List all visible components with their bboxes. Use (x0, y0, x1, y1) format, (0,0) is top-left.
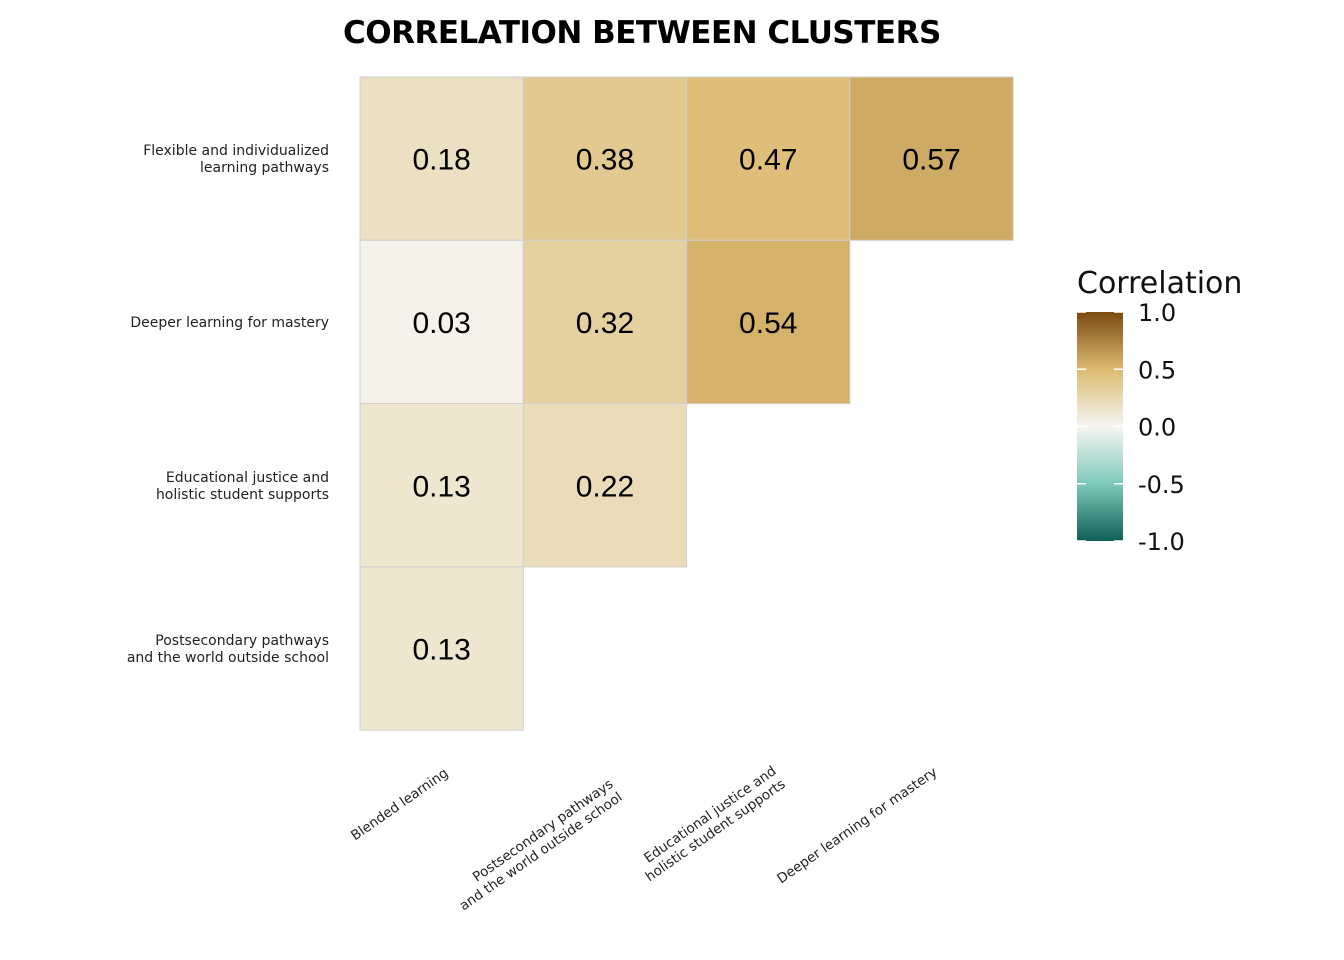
heatmap-cell (522, 239, 688, 405)
x-axis-label: Educational justice andholistic student … (633, 763, 788, 885)
heatmap-cell (522, 76, 688, 241)
x-axis-label: Blended learning (348, 765, 451, 844)
legend-title: Correlation (1077, 266, 1242, 301)
heatmap-cells: 0.18 0.38 0.47 0.57 0.03 0.32 0.54 0.13 0.22 0.13 (359, 76, 1014, 731)
heatmap-cell (359, 76, 524, 241)
svg-text:Blended learning: Blended learning (348, 765, 451, 844)
y-axis-label: Educational justice and holistic student … (156, 470, 329, 503)
svg-text:Deeper learning for mastery: Deeper learning for mastery (774, 764, 940, 887)
cell-value-label: 0.22 (576, 470, 634, 503)
legend-tick-label: -0.5 (1138, 471, 1185, 499)
legend-tick-label: 0.5 (1138, 356, 1176, 384)
cell-value-label: 0.47 (739, 144, 797, 177)
legend: Correlation 1.0 0.5 0.0 -0.5 -1.0 (1077, 266, 1242, 556)
heatmap-cell (359, 239, 524, 405)
x-axis-label: Postsecondary pathwaysand the world outs… (447, 776, 626, 914)
svg-text:Educational justice andholisti: Educational justice andholistic student … (633, 763, 788, 885)
heatmap-cell (686, 76, 851, 241)
cell-value-label: 0.54 (739, 307, 797, 340)
cell-value-label: 0.13 (412, 470, 470, 503)
y-axis-label: Deeper learning for mastery (130, 315, 329, 331)
legend-tick-label: 1.0 (1138, 299, 1176, 327)
legend-tick-label: 0.0 (1138, 414, 1176, 442)
y-axis-label: Flexible and individualized learning path… (143, 143, 329, 176)
heatmap-cell (849, 76, 1014, 241)
svg-text:Postsecondary pathwaysand the: Postsecondary pathwaysand the world outs… (447, 776, 625, 914)
cell-value-label: 0.03 (412, 307, 470, 340)
heatmap-cell (359, 403, 524, 568)
heatmap-cell (686, 239, 851, 405)
cell-value-label: 0.57 (902, 144, 960, 177)
legend-tick-label: -1.0 (1138, 528, 1185, 556)
x-axis-label: Deeper learning for mastery (774, 764, 940, 887)
chart-title: CORRELATION BETWEEN CLUSTERS (343, 15, 941, 51)
heatmap-cell (359, 566, 524, 731)
x-axis-labels: Blended learning Postsecondary pathwaysan… (348, 763, 940, 914)
cell-value-label: 0.13 (412, 634, 470, 667)
cell-value-label: 0.32 (576, 307, 634, 340)
cell-value-label: 0.38 (576, 144, 634, 177)
heatmap-cell (522, 403, 688, 568)
y-axis-label: Postsecondary pathways and the world outs… (127, 633, 329, 666)
cell-value-label: 0.18 (412, 144, 470, 177)
y-axis-labels: Flexible and individualized learning path… (127, 143, 329, 666)
